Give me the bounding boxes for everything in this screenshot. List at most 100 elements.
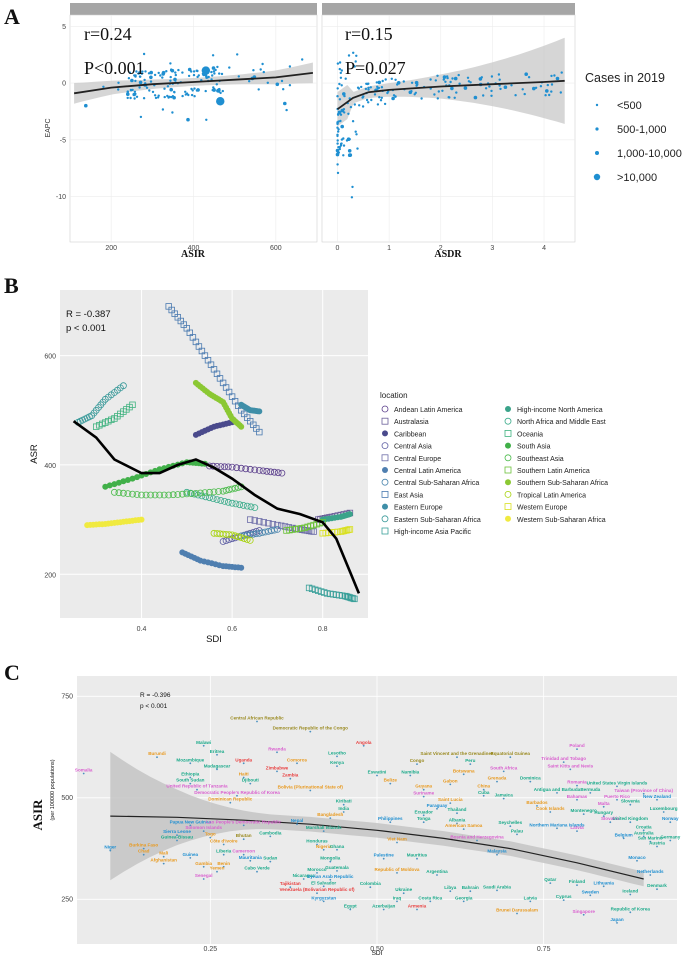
data-point: [342, 108, 346, 111]
data-point: [165, 70, 168, 73]
data-point: [257, 88, 260, 91]
data-point: [442, 75, 447, 79]
series-marker: [111, 481, 118, 488]
country-point: [269, 860, 272, 863]
data-point: [548, 93, 551, 97]
country-label: Benin: [217, 861, 230, 866]
country-label: Angola: [356, 740, 372, 745]
country-point: [242, 853, 245, 856]
country-label: Ghana: [330, 844, 345, 849]
country-point: [496, 889, 498, 892]
country-point: [636, 859, 638, 862]
country-label: New Zealand: [643, 794, 671, 799]
data-point: [355, 54, 358, 57]
country-label: Costa Rica: [418, 895, 442, 900]
data-point: [340, 124, 345, 129]
series-marker: [238, 564, 245, 571]
data-point: [377, 86, 381, 90]
country-point: [482, 788, 485, 791]
x-axis-label-c: SDI: [372, 950, 383, 957]
country-point: [589, 792, 592, 794]
data-point: [345, 139, 349, 142]
data-point: [135, 95, 139, 99]
series-marker: [246, 516, 254, 523]
data-point: [351, 120, 355, 123]
data-point: [353, 65, 356, 68]
country-label: Cameroon: [232, 849, 255, 854]
data-point: [383, 102, 387, 106]
series-marker: [120, 382, 127, 390]
axis-ticks: 200 400 600 5 0 -5 -10: [56, 24, 282, 252]
data-point: [378, 96, 381, 99]
country-point: [216, 870, 218, 873]
data-point: [149, 80, 153, 83]
series-marker: [263, 467, 271, 475]
data-point: [266, 81, 269, 85]
country-label: Kenya: [330, 760, 344, 765]
country-label: Sierra Leone: [163, 829, 191, 834]
country-label: Hungary: [594, 810, 613, 815]
series-marker: [151, 491, 159, 499]
country-point: [189, 782, 192, 785]
data-point: [336, 95, 339, 98]
country-label: Malaysia: [487, 849, 507, 854]
data-point: [215, 83, 218, 86]
legend-label: Central Latin America: [394, 468, 461, 475]
country-point: [289, 777, 292, 780]
data-point: [187, 93, 190, 97]
data-point: [437, 90, 440, 93]
country-label: Kiribati: [336, 799, 352, 804]
country-label: Yemen: [210, 866, 225, 871]
country-label: Honduras: [306, 839, 328, 844]
series-marker: [243, 536, 251, 543]
country-label: Bermuda: [580, 787, 600, 792]
data-point: [236, 53, 239, 56]
country-label: Guyana: [415, 784, 432, 789]
country-point: [316, 872, 318, 874]
country-point: [176, 834, 178, 837]
data-point: [187, 74, 191, 78]
country-label: Cabo Verde: [244, 866, 270, 871]
legend-label: Southeast Asia: [517, 456, 564, 463]
series-marker: [228, 499, 236, 507]
series-marker: [183, 490, 191, 498]
country-point: [662, 811, 665, 813]
country-point: [616, 922, 618, 924]
data-point: [342, 144, 346, 147]
country-point: [509, 825, 512, 828]
x-tick-label: 0.75: [537, 946, 551, 953]
series-marker: [156, 491, 164, 499]
loess-line: [110, 815, 644, 880]
stat-p-asir: P<0.001: [84, 58, 145, 78]
data-point: [350, 196, 354, 199]
legend-key: [504, 429, 512, 437]
country-point: [576, 798, 578, 801]
data-point: [212, 88, 216, 92]
data-point: [217, 90, 221, 93]
country-label: Saudi Arabia: [483, 884, 511, 889]
country-label: Saint Kitts and Nevis: [547, 763, 593, 768]
data-point: [458, 82, 461, 85]
series-marker: [165, 491, 173, 499]
series-marker: [270, 468, 278, 476]
country-point: [629, 911, 632, 914]
country-label: Austria: [649, 841, 665, 846]
country-point: [242, 838, 245, 841]
data-point: [173, 90, 176, 94]
data-point: [347, 54, 351, 57]
country-point: [482, 794, 485, 797]
country-label: Burkina Faso: [129, 843, 158, 848]
series-marker: [138, 516, 145, 523]
data-point: [192, 73, 196, 77]
data-point: [147, 72, 151, 75]
series-marker: [240, 535, 248, 542]
country-point: [242, 776, 245, 779]
country-point: [222, 843, 225, 846]
country-label: Slovenia: [621, 799, 640, 804]
data-point: [337, 130, 340, 133]
country-label: Japan: [610, 917, 623, 922]
data-point: [140, 72, 144, 75]
data-point: [126, 92, 130, 96]
country-point: [649, 874, 652, 876]
